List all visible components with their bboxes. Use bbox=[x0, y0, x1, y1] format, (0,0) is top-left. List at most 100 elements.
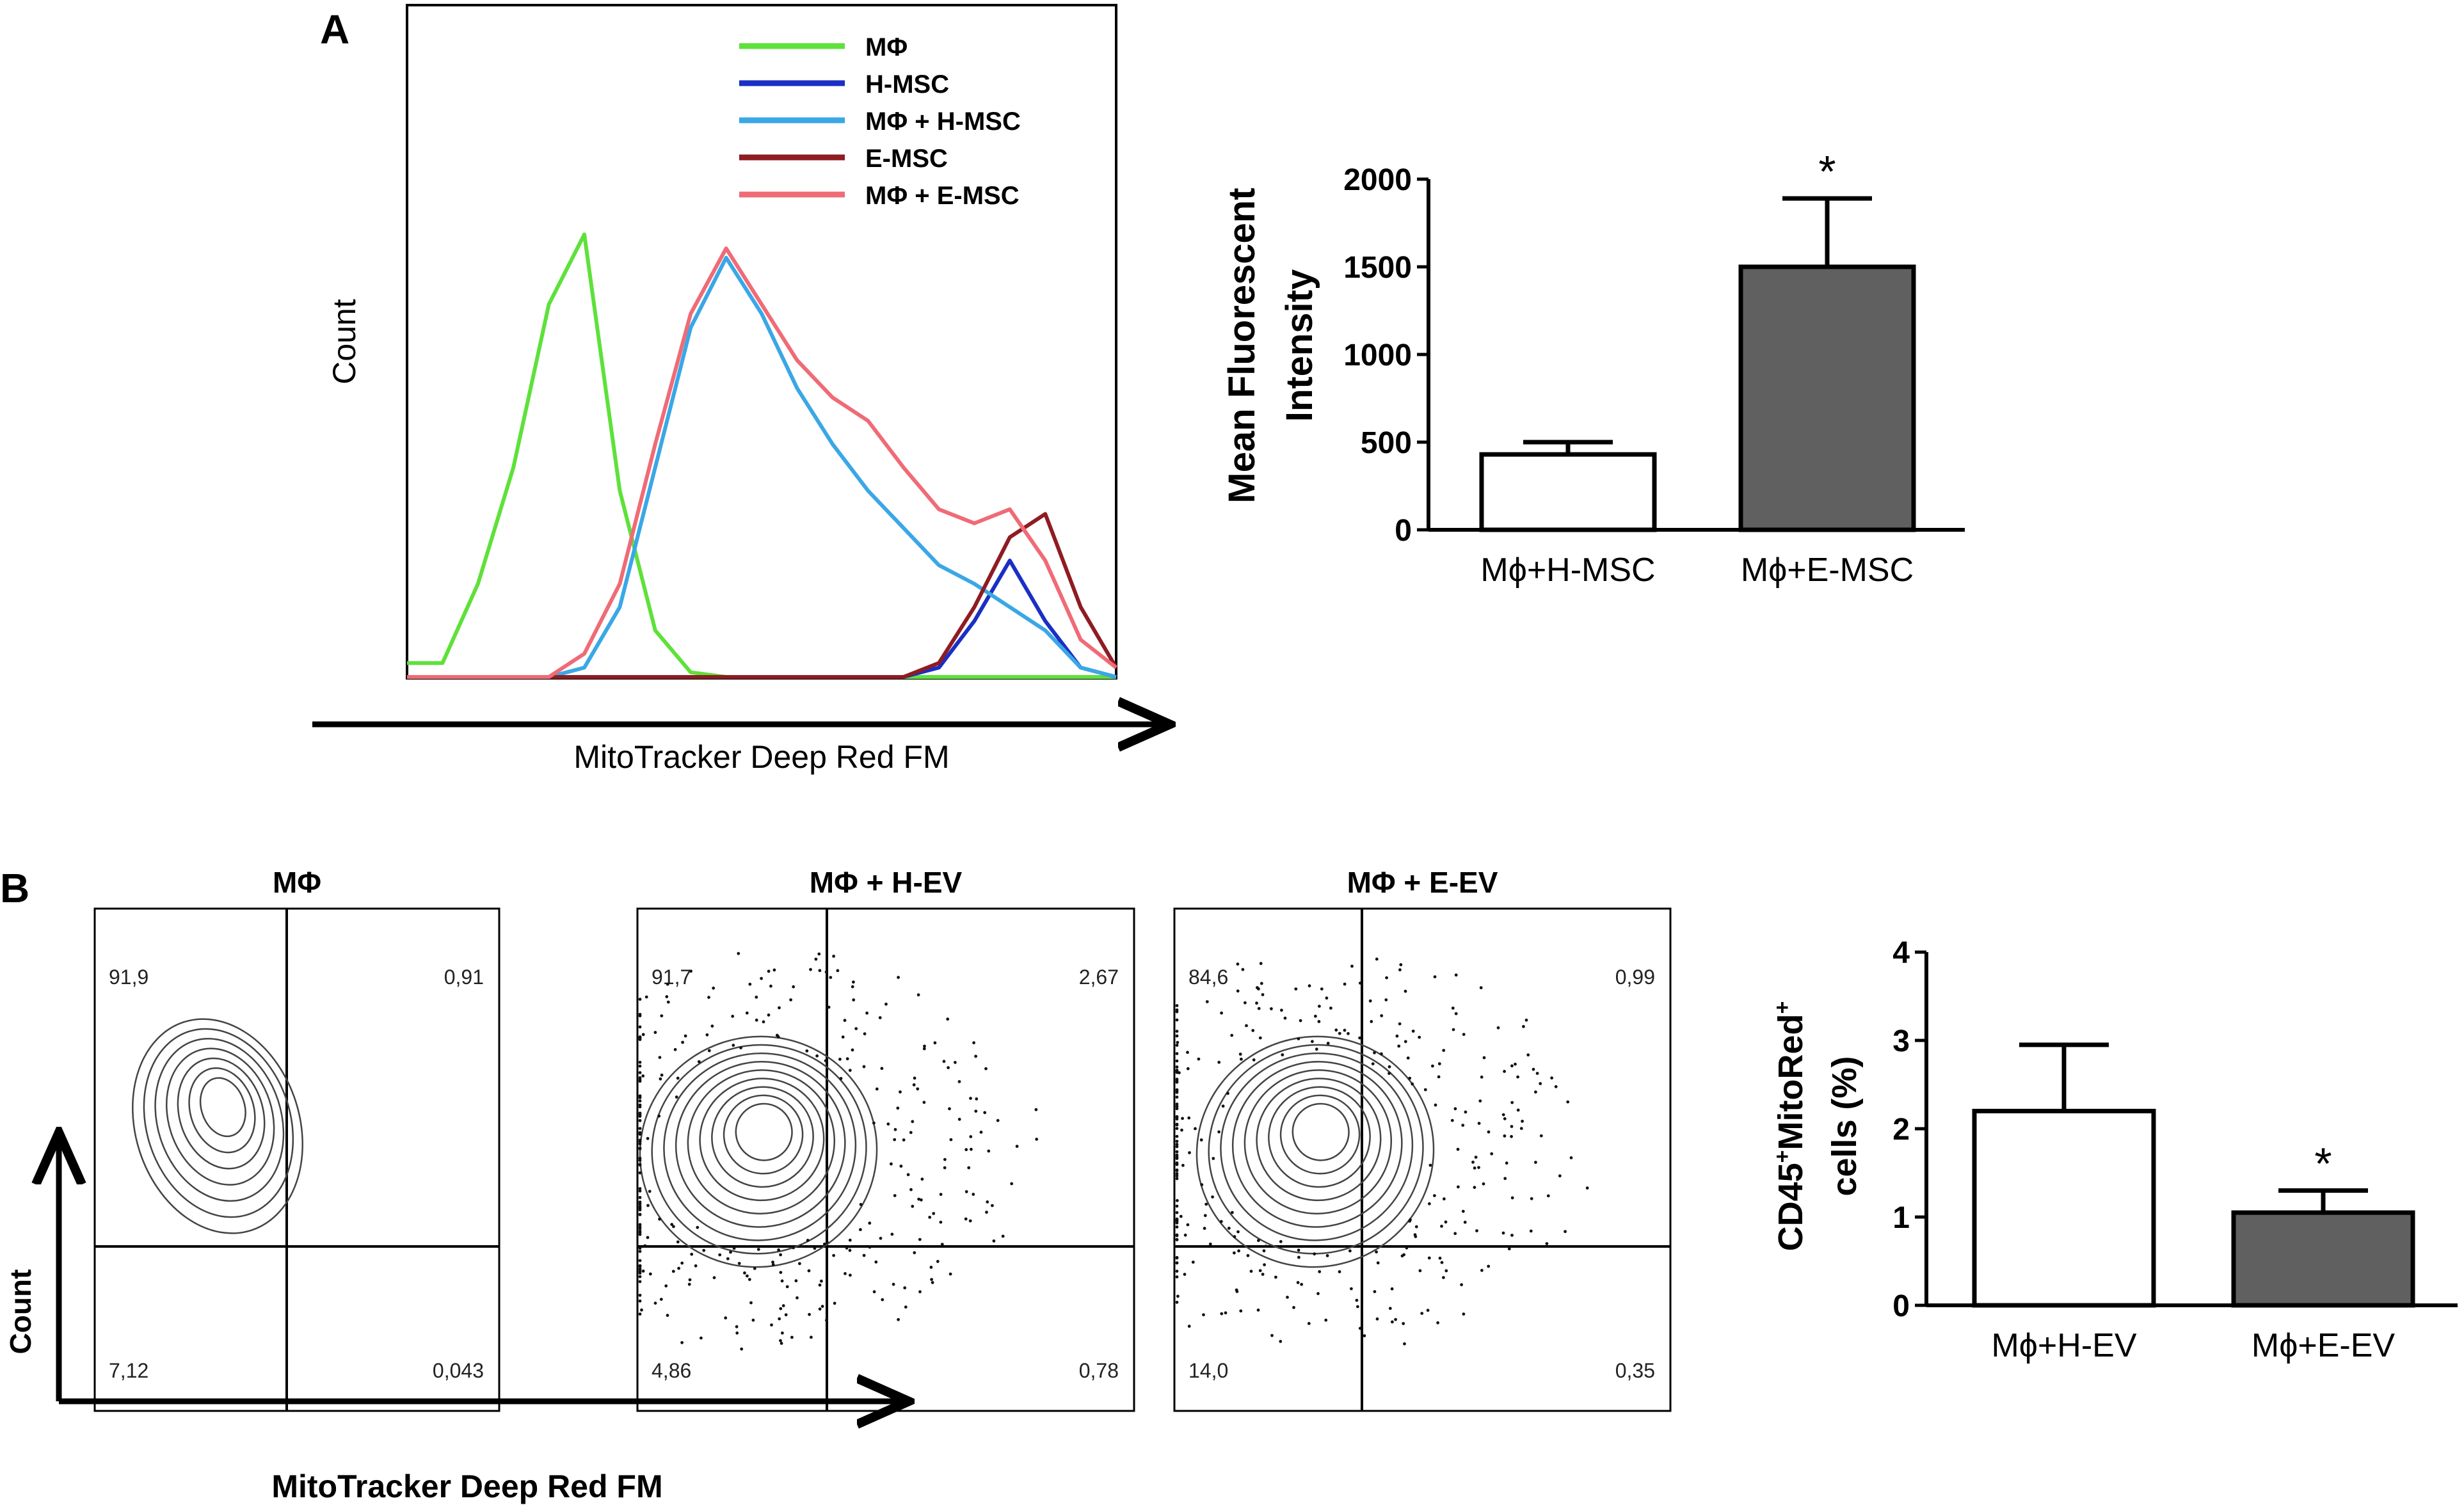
contour-ring bbox=[1244, 1069, 1393, 1214]
event-dot bbox=[1010, 1182, 1014, 1186]
event-dot bbox=[1456, 1147, 1460, 1151]
event-dot bbox=[1326, 1042, 1330, 1045]
event-dot bbox=[1175, 1095, 1179, 1099]
event-dot bbox=[1251, 1029, 1255, 1032]
event-dot bbox=[947, 1066, 950, 1069]
event-dot bbox=[638, 1163, 642, 1166]
contour-ring bbox=[675, 1061, 846, 1228]
event-dot bbox=[852, 980, 855, 984]
event-dot bbox=[1175, 1115, 1179, 1118]
event-dot bbox=[1433, 1194, 1436, 1197]
event-dot bbox=[666, 1000, 670, 1004]
event-dot bbox=[1175, 1034, 1179, 1038]
event-dot bbox=[1175, 1145, 1179, 1149]
event-dot bbox=[954, 1061, 957, 1064]
event-dot bbox=[1175, 1140, 1179, 1143]
event-dot bbox=[1203, 1227, 1206, 1230]
event-dot bbox=[1197, 1057, 1201, 1061]
event-dot bbox=[1437, 1075, 1441, 1079]
event-dot bbox=[638, 1293, 642, 1297]
event-dot bbox=[1175, 1018, 1179, 1022]
event-dot bbox=[859, 1203, 863, 1206]
event-dot bbox=[865, 1011, 868, 1015]
event-dot bbox=[1405, 1246, 1409, 1250]
event-dot bbox=[975, 1097, 979, 1101]
event-dot bbox=[1245, 1024, 1248, 1028]
event-dot bbox=[875, 1087, 879, 1091]
event-dot bbox=[1482, 1182, 1485, 1186]
event-dot bbox=[810, 1335, 813, 1339]
event-dot bbox=[899, 1090, 902, 1094]
event-dot bbox=[1510, 1125, 1514, 1128]
event-dot bbox=[1310, 1040, 1314, 1044]
event-dot bbox=[890, 1162, 893, 1166]
event-dot bbox=[666, 1314, 669, 1317]
event-dot bbox=[1297, 1248, 1300, 1252]
event-dot bbox=[836, 969, 840, 973]
event-dot bbox=[969, 1097, 972, 1100]
event-dot bbox=[1175, 1008, 1179, 1012]
event-dot bbox=[745, 1011, 749, 1015]
event-dot bbox=[849, 1273, 852, 1277]
contour-plot-title: MΦ + E-EV bbox=[1347, 866, 1498, 899]
event-dot bbox=[969, 1135, 973, 1138]
event-dot bbox=[859, 1228, 862, 1232]
event-dot bbox=[796, 1296, 799, 1300]
event-dot bbox=[912, 1083, 916, 1086]
event-dot bbox=[1395, 1034, 1399, 1038]
event-dot bbox=[1175, 1104, 1179, 1108]
event-dot bbox=[957, 1117, 961, 1121]
event-dot bbox=[1516, 1108, 1520, 1112]
event-dot bbox=[1452, 1028, 1455, 1031]
event-dot bbox=[781, 1304, 785, 1307]
quadrant-value: 7,12 bbox=[109, 1359, 148, 1382]
event-dot bbox=[684, 1034, 687, 1038]
event-dot bbox=[1175, 1122, 1179, 1126]
event-dot bbox=[974, 1054, 977, 1058]
y-tick-label: 500 bbox=[1361, 426, 1412, 460]
event-dot bbox=[1375, 957, 1379, 961]
contour-ring bbox=[177, 1057, 266, 1170]
event-dot bbox=[838, 1058, 842, 1061]
event-dot bbox=[1220, 1312, 1224, 1316]
event-dot bbox=[1256, 1309, 1260, 1312]
event-dot bbox=[646, 1204, 650, 1207]
event-dot bbox=[1375, 1317, 1379, 1321]
event-dot bbox=[676, 1240, 680, 1244]
event-dot bbox=[1233, 1251, 1236, 1255]
event-dot bbox=[917, 1197, 920, 1201]
event-dot bbox=[1175, 1107, 1179, 1111]
event-dot bbox=[760, 976, 763, 980]
event-dot bbox=[1464, 1110, 1468, 1114]
event-dot bbox=[911, 1204, 915, 1208]
event-dot bbox=[1235, 1288, 1238, 1292]
event-dot bbox=[1175, 1177, 1179, 1181]
event-dot bbox=[890, 1232, 894, 1236]
event-dot bbox=[638, 1105, 642, 1109]
event-dot bbox=[1433, 975, 1437, 978]
event-dot bbox=[832, 955, 835, 958]
event-dot bbox=[1461, 1124, 1465, 1127]
event-dot bbox=[785, 1285, 789, 1289]
event-dot bbox=[638, 1076, 642, 1079]
event-dot bbox=[1015, 1145, 1019, 1148]
event-dot bbox=[1482, 1056, 1486, 1060]
event-dot bbox=[1183, 1233, 1187, 1237]
event-dot bbox=[1238, 1053, 1242, 1056]
event-dot bbox=[707, 996, 710, 999]
event-dot bbox=[792, 1246, 796, 1250]
event-dot bbox=[1175, 1275, 1179, 1278]
event-dot bbox=[827, 1005, 831, 1009]
event-dot bbox=[755, 996, 758, 999]
event-dot bbox=[1451, 1007, 1455, 1010]
event-dot bbox=[657, 1114, 661, 1118]
contour-plot-frame bbox=[1173, 907, 1672, 1412]
event-dot bbox=[848, 1238, 852, 1242]
event-dot bbox=[986, 1200, 989, 1204]
event-dot bbox=[643, 1244, 647, 1248]
event-dot bbox=[1524, 1018, 1528, 1022]
event-dot bbox=[638, 1187, 642, 1190]
event-dot bbox=[1420, 1312, 1424, 1316]
event-dot bbox=[707, 1049, 711, 1053]
contour-ring bbox=[1279, 1094, 1361, 1175]
